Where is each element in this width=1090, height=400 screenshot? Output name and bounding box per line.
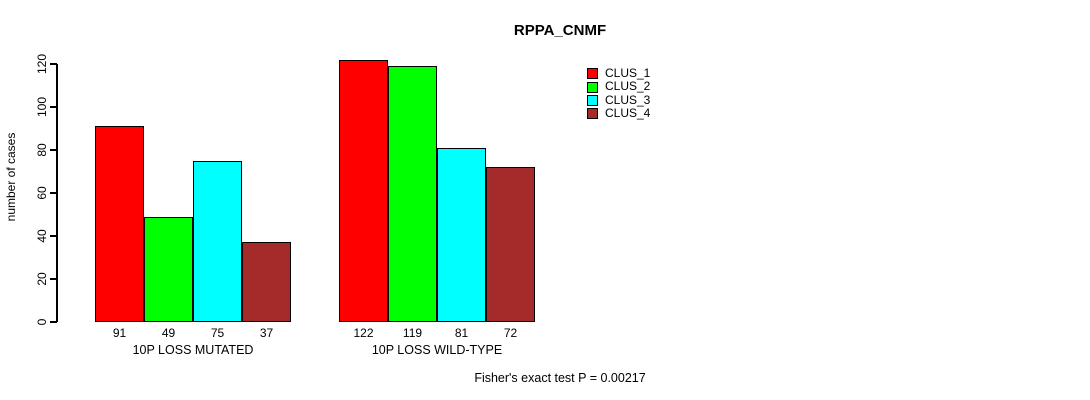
bar-clus_1: [339, 59, 388, 322]
y-tick: [50, 321, 57, 323]
bar-clus_2: [144, 216, 193, 322]
group-label: 10P LOSS MUTATED: [132, 343, 254, 357]
bar-value-label: 119: [402, 326, 423, 340]
bar-clus_3: [193, 160, 242, 322]
legend-item: CLUS_3: [587, 92, 651, 107]
fisher-test-annotation: Fisher's exact test P = 0.00217: [474, 371, 646, 385]
y-tick-label: 40: [35, 229, 49, 243]
y-tick: [50, 63, 57, 65]
legend-label: CLUS_1: [605, 66, 651, 80]
y-tick-label: 120: [35, 53, 49, 75]
legend-swatch-clus_3: [587, 94, 598, 106]
bar-value-label: 37: [259, 326, 274, 340]
y-tick: [50, 278, 57, 280]
legend: CLUS_1 CLUS_2 CLUS_3 CLUS_4: [587, 66, 651, 121]
y-tick-label: 80: [35, 143, 49, 157]
bar-value-label: 91: [112, 326, 127, 340]
bar-clus_4: [242, 242, 291, 322]
bar-value-label: 122: [353, 326, 374, 340]
bar-clus_4: [486, 167, 535, 322]
legend-swatch-clus_2: [587, 81, 598, 93]
y-tick: [50, 149, 57, 151]
bar-clus_1: [95, 126, 144, 322]
y-tick-label: 60: [35, 186, 49, 200]
legend-swatch-clus_1: [587, 68, 598, 80]
bar-value-label: 75: [210, 326, 225, 340]
legend-item: CLUS_2: [587, 79, 651, 94]
y-tick-label: 20: [35, 272, 49, 286]
chart-title: RPPA_CNMF: [513, 22, 607, 39]
legend-label: CLUS_2: [605, 79, 651, 94]
legend-item: CLUS_1: [587, 66, 651, 80]
y-tick-label: 100: [35, 96, 49, 118]
bar-value-label: 81: [454, 326, 469, 340]
bar-clus_3: [437, 147, 486, 322]
bar-value-label: 49: [161, 326, 176, 340]
legend-label: CLUS_4: [605, 106, 651, 121]
y-tick-label: 0: [35, 318, 49, 326]
group-label: 10P LOSS WILD-TYPE: [371, 343, 503, 357]
legend-item: CLUS_4: [587, 106, 651, 121]
bar-clus_2: [388, 66, 437, 322]
legend-label: CLUS_3: [605, 92, 651, 107]
y-axis-title: number of cases: [4, 132, 18, 222]
y-tick: [50, 106, 57, 108]
legend-swatch-clus_4: [587, 108, 598, 120]
y-tick: [50, 235, 57, 237]
bar-value-label: 72: [503, 326, 518, 340]
y-tick: [50, 192, 57, 194]
